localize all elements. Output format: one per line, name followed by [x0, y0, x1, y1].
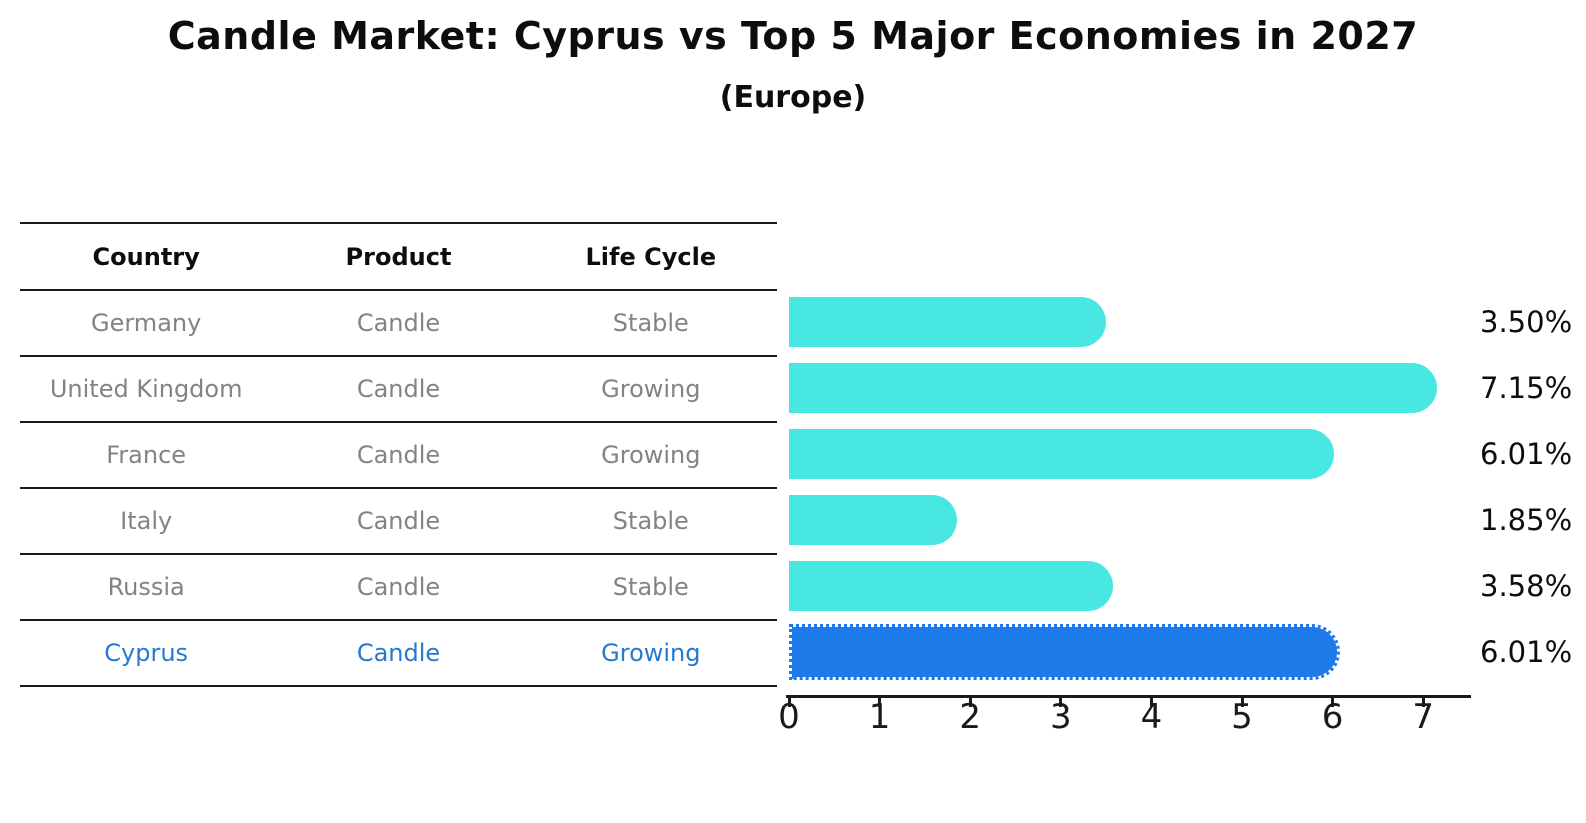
x-tick-label: 6	[1321, 697, 1344, 737]
cell-product: Candle	[356, 375, 441, 403]
bar-value-label: 6.01%	[1480, 635, 1573, 669]
x-tick	[878, 698, 882, 707]
cell-life-cycle: Stable	[612, 507, 689, 535]
bar-value-label: 3.58%	[1480, 569, 1573, 603]
x-tick-label: 4	[1140, 697, 1163, 737]
x-tick-label: 5	[1231, 697, 1253, 737]
cell-country: Germany	[91, 309, 202, 337]
bar-value-label: 1.85%	[1480, 503, 1573, 537]
bar	[789, 363, 1437, 413]
table-row: United Kingdom Candle Growing	[20, 357, 777, 423]
bar-value-label: 6.01%	[1480, 437, 1573, 471]
cell-country: France	[106, 441, 187, 469]
x-tick-label: 7	[1412, 697, 1434, 737]
column-header-product: Product	[345, 242, 452, 271]
x-tick	[1149, 698, 1153, 707]
x-tick	[968, 698, 972, 707]
cell-life-cycle: Growing	[601, 639, 701, 667]
cell-product: Candle	[356, 507, 441, 535]
column-header-life-cycle: Life Cycle	[585, 242, 717, 271]
highlight-bar	[789, 624, 1340, 680]
bar	[789, 429, 1334, 479]
x-tick	[1059, 698, 1063, 707]
table-row: Germany Candle Stable	[20, 291, 777, 357]
cell-life-cycle: Stable	[612, 573, 689, 601]
x-tick	[1331, 698, 1335, 707]
cell-country: Italy	[120, 507, 173, 535]
x-axis-line	[786, 695, 1471, 698]
cell-country: Cyprus	[104, 639, 189, 667]
bar-value-label: 7.15%	[1480, 371, 1573, 405]
chart-subtitle: (Europe)	[719, 80, 867, 115]
x-tick-label: 2	[959, 697, 981, 737]
cell-life-cycle: Growing	[601, 375, 701, 403]
bar	[789, 297, 1106, 347]
table-row: Cyprus Candle Growing	[20, 621, 777, 687]
cell-life-cycle: Stable	[612, 309, 689, 337]
cell-life-cycle: Growing	[601, 441, 701, 469]
cell-country: United Kingdom	[49, 375, 243, 403]
country-table: Country Product Life Cycle Germany Candl…	[20, 222, 777, 687]
table-row: Russia Candle Stable	[20, 555, 777, 621]
chart-title: Candle Market: Cyprus vs Top 5 Major Eco…	[167, 14, 1419, 58]
cell-product: Candle	[356, 309, 441, 337]
table-header-row: Country Product Life Cycle	[20, 224, 777, 291]
cell-country: Russia	[107, 573, 185, 601]
column-header-country: Country	[92, 242, 200, 271]
cell-product: Candle	[356, 639, 441, 667]
x-tick-label: 1	[868, 697, 891, 737]
bar	[789, 495, 957, 545]
bar-value-label: 3.50%	[1480, 305, 1573, 339]
table-row: France Candle Growing	[20, 423, 777, 489]
x-tick	[787, 698, 791, 707]
cell-product: Candle	[356, 441, 441, 469]
table-row: Italy Candle Stable	[20, 489, 777, 555]
x-tick	[1240, 698, 1244, 707]
cell-product: Candle	[356, 573, 441, 601]
x-tick-label: 0	[778, 697, 800, 737]
x-tick-label: 3	[1049, 697, 1072, 737]
x-tick	[1421, 698, 1425, 707]
bar	[789, 561, 1113, 611]
